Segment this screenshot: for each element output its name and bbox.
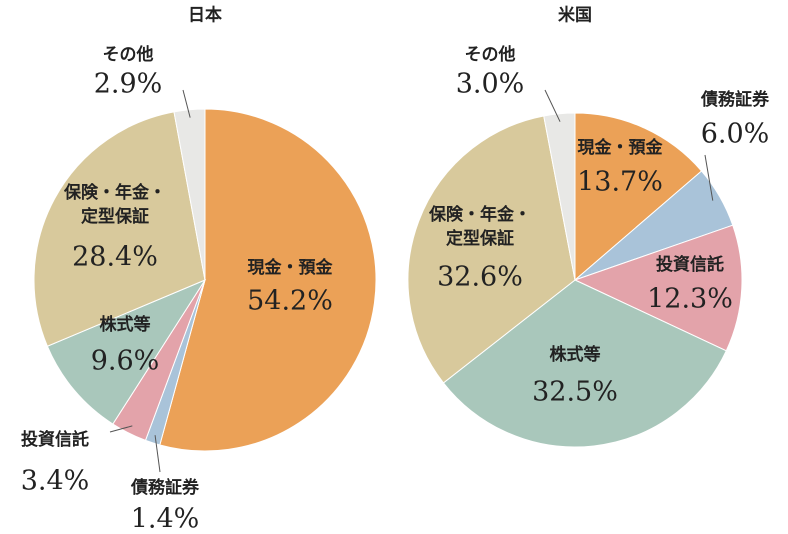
slice-value: 9.6% [91,346,160,377]
slice-label: 株式等 [550,344,601,365]
pie-slice [33,111,206,347]
slice-label: 投資信託 [21,429,89,450]
slice-value: 6.0% [701,119,770,150]
pie-slice [574,112,703,282]
leader-line [109,425,133,433]
chart-title: 米国 [558,5,592,26]
slice-label: 株式等 [100,314,151,335]
chart-title: 日本 [188,5,222,26]
slice-value: 32.6% [437,262,523,293]
slice-value: 12.3% [647,284,733,315]
pie-slice [46,278,207,425]
pie-slice [159,108,377,452]
slice-value: 2.9% [94,69,163,100]
slice-value: 28.4% [72,242,158,273]
pie-slice [442,279,727,448]
pie-slice [407,115,576,384]
leader-line [182,89,191,118]
pie-slice [543,112,576,281]
pie-slice [173,108,206,281]
slice-value: 13.7% [577,167,663,198]
slice-label: 現金・預金 [248,257,334,278]
slice-value: 54.2% [247,286,333,317]
slice-label: 現金・預金 [578,137,664,158]
slice-label: 保険・年金・定型保証 [63,182,166,227]
slice-value: 3.0% [456,69,525,100]
slice-value: 1.4% [131,504,200,534]
slice-label: 保険・年金・定型保証 [428,204,531,249]
leader-line [154,435,161,473]
slice-label: 債務証券 [130,477,200,498]
slice-label: その他 [103,44,154,65]
slice-label: 債務証券 [700,89,770,110]
pie-slice [573,224,743,352]
slice-label: 投資信託 [656,254,724,275]
slice-value: 32.5% [532,377,618,408]
slice-value: 3.4% [21,466,90,497]
leader-line [544,89,561,122]
leader-line [704,154,714,201]
slice-label: その他 [465,44,516,65]
